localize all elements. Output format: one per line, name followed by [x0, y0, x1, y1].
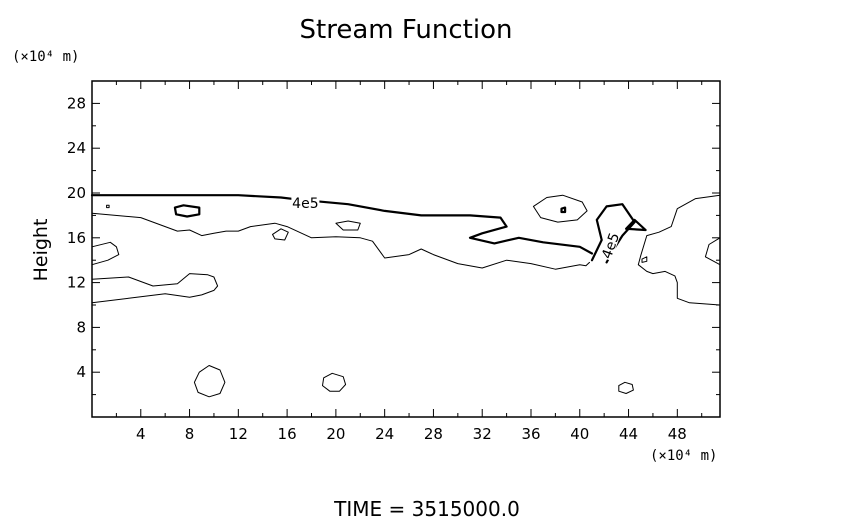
contour-label-bg-0 — [291, 195, 320, 210]
y-tick-label-6: 28 — [67, 94, 86, 112]
x-tick-label-10: 44 — [619, 425, 638, 443]
contour-lines — [90, 194, 721, 398]
y-tick-label-3: 16 — [67, 229, 86, 247]
y-tick-label-4: 20 — [67, 184, 86, 202]
y-axis-label: Height — [30, 219, 52, 282]
contour-line-8 — [335, 220, 361, 231]
contour-label-1: 4e5 — [599, 231, 623, 261]
contour-line-9 — [532, 194, 588, 223]
contour-label-bg-1 — [597, 229, 621, 261]
contour-line-10 — [560, 206, 567, 214]
contour-line-0 — [90, 194, 594, 255]
y-tick-label-1: 8 — [76, 318, 86, 336]
contour-line-17 — [106, 204, 110, 209]
x-tick-label-4: 20 — [326, 425, 345, 443]
plot-frame — [91, 80, 721, 418]
y-unit-label: (×10⁴ m) — [12, 49, 79, 65]
chart-title: Stream Function — [300, 15, 513, 45]
contour-line-2 — [624, 218, 647, 232]
contour-line-14 — [193, 365, 226, 398]
x-tick-label-9: 40 — [570, 425, 589, 443]
contour-label-0: 4e5 — [292, 196, 318, 212]
x-tick-label-1: 8 — [185, 425, 195, 443]
x-tick-label-8: 36 — [521, 425, 540, 443]
contour-line-3 — [173, 204, 201, 218]
x-unit-label: (×10⁴ m) — [650, 448, 717, 464]
y-tick-label-0: 4 — [76, 363, 86, 381]
x-tick-label-5: 24 — [375, 425, 394, 443]
contour-line-5 — [91, 273, 219, 304]
contour-line-4 — [91, 212, 590, 270]
contour-line-12 — [704, 237, 721, 266]
contour-line-15 — [322, 372, 347, 392]
x-tick-label-2: 12 — [229, 425, 248, 443]
x-tick-label-0: 4 — [136, 425, 146, 443]
x-tick-label-6: 28 — [424, 425, 443, 443]
x-tick-label-3: 16 — [278, 425, 297, 443]
x-tick-label-11: 48 — [668, 425, 687, 443]
contour-line-16 — [618, 381, 634, 394]
contour-line-7 — [272, 228, 289, 241]
contour-line-13 — [641, 256, 648, 263]
contour-line-6 — [91, 241, 120, 266]
x-tick-label-7: 32 — [473, 425, 492, 443]
time-label: TIME = 3515000.0 — [333, 497, 520, 519]
y-tick-label-5: 24 — [67, 139, 86, 157]
y-tick-label-2: 12 — [67, 274, 86, 292]
contour-line-11 — [637, 194, 721, 306]
